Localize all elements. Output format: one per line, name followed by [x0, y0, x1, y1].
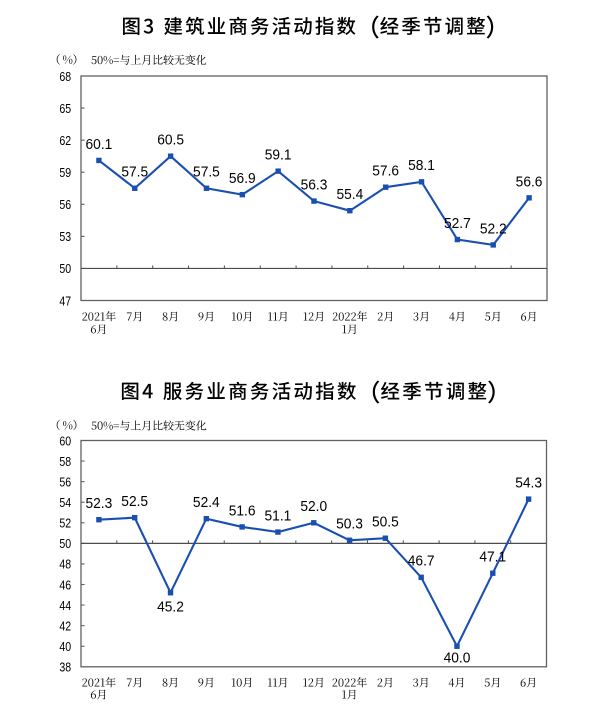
svg-text:46: 46 [59, 578, 71, 592]
svg-text:52.5: 52.5 [121, 494, 148, 510]
svg-text:50.3: 50.3 [336, 517, 363, 533]
svg-text:57.5: 57.5 [121, 165, 148, 181]
svg-text:50: 50 [59, 262, 71, 276]
svg-text:55.4: 55.4 [336, 187, 363, 203]
svg-text:60.1: 60.1 [86, 137, 113, 153]
svg-text:40: 40 [59, 640, 71, 654]
svg-text:50.5: 50.5 [372, 515, 399, 531]
svg-text:57.5: 57.5 [193, 165, 220, 181]
svg-text:52.0: 52.0 [300, 499, 327, 515]
svg-text:62: 62 [59, 134, 71, 148]
svg-text:45.2: 45.2 [157, 600, 184, 616]
svg-text:56.3: 56.3 [301, 177, 328, 193]
svg-text:57.6: 57.6 [372, 164, 399, 180]
svg-text:52.4: 52.4 [193, 495, 220, 511]
svg-text:54: 54 [59, 496, 71, 510]
svg-text:68: 68 [59, 70, 71, 84]
svg-text:56.6: 56.6 [516, 174, 543, 190]
svg-text:54.3: 54.3 [515, 476, 542, 492]
svg-text:50: 50 [59, 537, 71, 551]
svg-text:58.1: 58.1 [408, 158, 435, 174]
svg-text:65: 65 [59, 102, 71, 116]
svg-text:56: 56 [59, 475, 71, 489]
svg-text:42: 42 [59, 619, 71, 633]
svg-text:60.5: 60.5 [157, 133, 184, 149]
svg-text:52.3: 52.3 [86, 496, 113, 512]
svg-text:44: 44 [59, 599, 71, 613]
svg-text:47.1: 47.1 [479, 550, 506, 566]
svg-text:58: 58 [59, 455, 71, 469]
svg-text:52.2: 52.2 [480, 221, 507, 237]
svg-text:56.9: 56.9 [229, 171, 256, 187]
svg-text:46.7: 46.7 [408, 554, 435, 570]
svg-text:60: 60 [59, 434, 71, 448]
svg-text:59: 59 [59, 166, 71, 180]
svg-text:51.6: 51.6 [229, 503, 256, 519]
svg-text:47: 47 [59, 294, 71, 308]
svg-text:52: 52 [59, 517, 71, 531]
svg-text:52.7: 52.7 [444, 216, 471, 232]
svg-text:51.1: 51.1 [265, 508, 292, 524]
svg-text:38: 38 [59, 661, 71, 675]
svg-text:59.1: 59.1 [265, 148, 292, 164]
svg-text:40.0: 40.0 [444, 650, 471, 666]
svg-text:48: 48 [59, 558, 71, 572]
svg-text:53: 53 [59, 230, 71, 244]
svg-text:56: 56 [59, 198, 71, 212]
